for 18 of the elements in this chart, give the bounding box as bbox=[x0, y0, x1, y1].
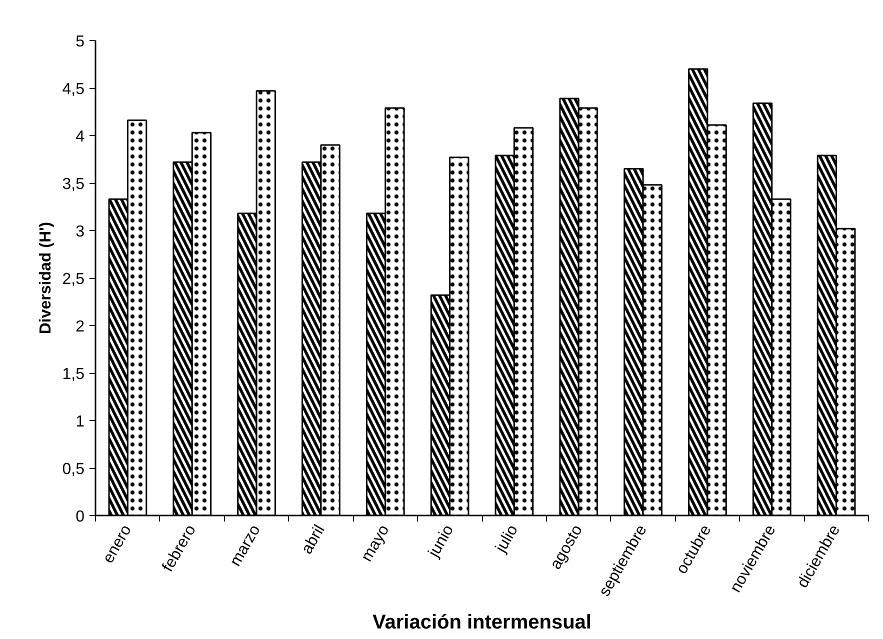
y-tick-label: 2 bbox=[76, 318, 85, 336]
x-tick-label: enero bbox=[100, 522, 136, 566]
y-tick-label: 5 bbox=[76, 34, 85, 50]
x-tick-label: julio bbox=[492, 522, 522, 556]
y-tick-label: 3,5 bbox=[62, 176, 85, 193]
y-tick-label: 4 bbox=[76, 128, 85, 146]
y-tick-label: 2,5 bbox=[62, 271, 85, 288]
x-tick-label: junio bbox=[425, 522, 458, 561]
y-axis-title: Diversidad (H') bbox=[37, 222, 54, 334]
y-tick-label: 1 bbox=[76, 414, 85, 430]
y-tick-label: 3 bbox=[76, 224, 85, 240]
x-axis-title: Variación intermensual bbox=[372, 612, 592, 634]
y-tick-label: 0 bbox=[76, 508, 85, 526]
x-tick-label: mayo bbox=[358, 522, 393, 565]
x-tick-label: abril bbox=[298, 522, 328, 557]
y-tick-label: 1,5 bbox=[62, 366, 85, 383]
y-tick-label: 4,5 bbox=[62, 81, 85, 98]
y-tick-label: 0,5 bbox=[62, 461, 85, 478]
